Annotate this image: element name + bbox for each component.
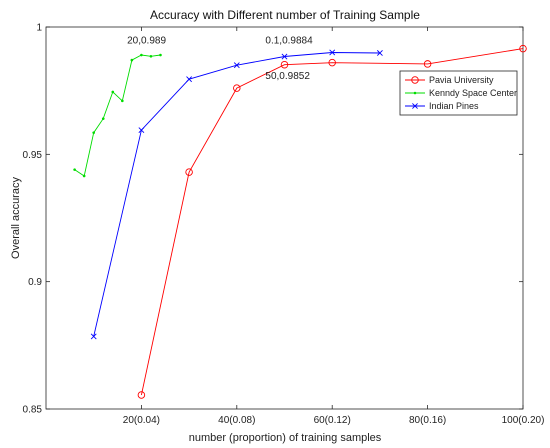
series-indian-pines <box>90 49 383 340</box>
legend-entry-indian-pines: Indian Pines <box>405 101 479 111</box>
data-point-kenndy-space-center <box>92 131 95 134</box>
data-point-pavia-university <box>423 60 432 68</box>
data-point-indian-pines <box>186 76 193 83</box>
annotation-label: 20,0.989 <box>127 36 166 47</box>
data-point-pavia-university <box>185 168 193 176</box>
annotation-label: 0.1,0.9884 <box>265 36 313 47</box>
annotation-label: 50,0.9852 <box>265 71 310 82</box>
data-point-kenndy-space-center <box>82 174 86 178</box>
legend-marker <box>411 76 419 84</box>
legend-label: Indian Pines <box>429 101 479 111</box>
legend-label: Kenndy Space Center <box>429 88 517 98</box>
x-tick-label: 80(0.16) <box>409 415 446 426</box>
data-point-pavia-university <box>280 60 289 69</box>
marker-stroke <box>412 103 418 109</box>
marker-stroke <box>90 333 97 340</box>
data-point-kenndy-space-center <box>130 58 134 62</box>
series-pavia-university <box>137 44 527 399</box>
series-line-indian-pines <box>93 52 380 337</box>
data-point-kenndy-space-center <box>149 54 153 58</box>
legend: Pavia University Kenndy Space Center India… <box>399 70 518 116</box>
data-point-indian-pines <box>90 333 97 340</box>
data-point-indian-pines <box>376 50 383 56</box>
data-point-kenndy-space-center <box>140 53 143 57</box>
data-point-indian-pines <box>329 49 336 56</box>
marker-stroke <box>233 62 240 69</box>
series-line-pavia-university <box>140 48 524 396</box>
data-point-pavia-university <box>519 44 527 53</box>
x-axis-label: number (proportion) of training samples <box>189 432 382 444</box>
marker-stroke <box>281 53 288 60</box>
x-tick-label: 20(0.04) <box>123 415 160 426</box>
legend-marker <box>413 91 417 95</box>
legend-entry-kenndy-space-center: Kenndy Space Center <box>405 88 517 98</box>
legend-marker <box>412 103 418 109</box>
y-tick-label: 0.95 <box>23 150 43 161</box>
legend-entry-pavia-university: Pavia University <box>405 75 494 85</box>
y-tick-label: 0.85 <box>23 405 43 416</box>
series-line-kenndy-space-center <box>74 54 161 177</box>
axes: 20(0.04) 40(0.08) 60(0.12) 80(0.16) 100(0.20… <box>23 23 545 427</box>
x-tick-label: 100(0.20) <box>502 415 545 426</box>
marker-stroke <box>329 49 336 56</box>
series-kenndy-space-center <box>73 53 162 178</box>
data-point-pavia-university <box>328 58 336 67</box>
legend-label: Pavia University <box>429 75 494 85</box>
chart-title: Accuracy with Different number of Traini… <box>150 8 420 22</box>
marker-stroke <box>186 76 193 83</box>
data-point-indian-pines <box>138 127 145 134</box>
series-layer <box>73 44 527 399</box>
data-point-pavia-university <box>233 84 241 92</box>
data-point-indian-pines <box>233 62 240 69</box>
marker-stroke <box>138 127 145 134</box>
y-tick-label: 0.9 <box>28 277 42 288</box>
y-axis-label: Overall accuracy <box>10 177 22 259</box>
data-point-indian-pines <box>281 53 288 60</box>
x-tick-label: 40(0.08) <box>218 415 255 426</box>
marker-stroke <box>376 50 383 56</box>
plot-frame <box>45 26 524 410</box>
data-point-kenndy-space-center <box>73 168 76 171</box>
data-point-kenndy-space-center <box>101 117 105 120</box>
data-point-kenndy-space-center <box>159 53 162 57</box>
x-tick-label: 60(0.12) <box>314 415 351 426</box>
annotations: 20,0.989 0.1,0.9884 50,0.9852 <box>127 36 313 83</box>
data-point-pavia-university <box>137 391 146 399</box>
data-point-kenndy-space-center <box>121 99 124 103</box>
data-point-kenndy-space-center <box>111 90 115 94</box>
y-tick-label: 1 <box>36 23 42 34</box>
